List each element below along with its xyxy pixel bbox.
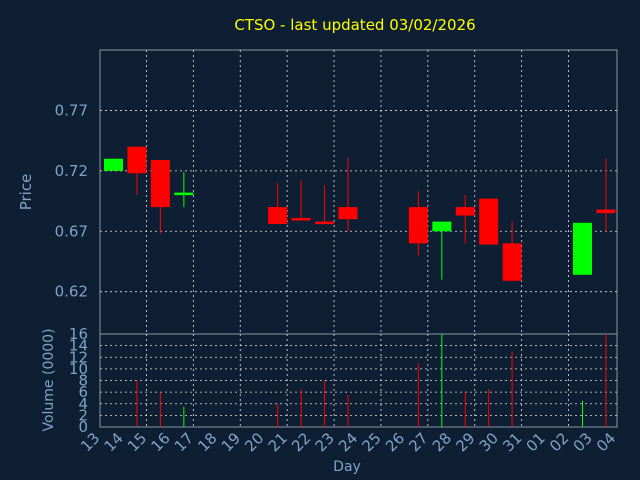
candle-body [127,146,147,174]
candle-body [104,158,123,171]
candle-body [455,207,475,216]
candle-body [432,221,452,232]
candle-body [268,207,288,225]
candle-body [408,207,428,244]
volume-tick-label: 12 [69,348,88,366]
candle-body [174,192,194,196]
candle-body [502,243,522,281]
volume-tick-label: 16 [69,325,88,343]
price-panel: 0.77 0.72 0.67 0.62 [55,49,618,335]
x-axis-label: Day [333,459,361,475]
volume-tick-label: 6 [78,383,88,401]
candle-body [338,207,358,220]
volume-tick-label: 8 [78,372,88,390]
candle-body [150,159,170,208]
price-tick-label: 0.62 [55,283,88,301]
volume-tick-label: 2 [78,406,88,424]
candle-body [479,198,499,245]
volume-tick-label: 10 [69,360,88,378]
volume-tick-label: 14 [69,337,88,355]
price-axis-label: Price [17,174,35,211]
volume-tick-label: 0 [78,418,88,436]
x-axis: 1314151617181920212223242526272829303101… [77,429,619,455]
candle-body [315,221,335,225]
price-tick-label: 0.72 [55,162,88,180]
price-tick-label: 0.77 [55,101,88,119]
volume-tick-label: 4 [78,395,88,413]
candle-body [291,217,311,221]
price-tick-label: 0.67 [55,222,88,240]
candle-body [596,209,616,214]
candle-body [573,222,592,275]
volume-axis-label: Volume (0000) [41,328,57,431]
chart-title: CTSO - last updated 03/02/2026 [234,16,475,34]
